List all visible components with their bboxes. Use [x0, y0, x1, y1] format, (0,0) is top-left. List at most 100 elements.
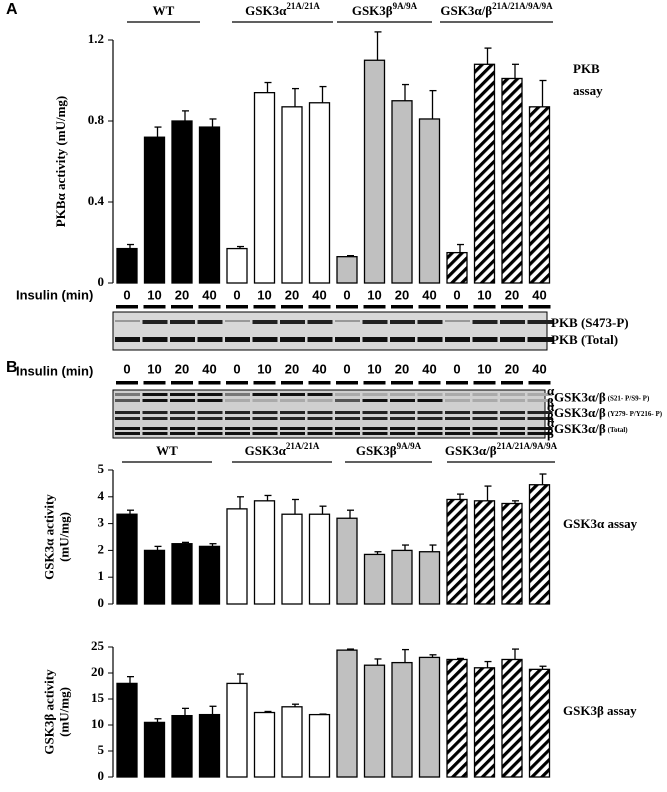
blot-band [115, 399, 140, 402]
bar [501, 77, 523, 284]
blot-band [142, 417, 168, 420]
group-label: GSK3α/β21A/21A/9A/9A [445, 441, 558, 458]
panel-label: B [6, 359, 18, 376]
y-tick-label: 0 [98, 274, 105, 289]
blot-band [280, 427, 305, 430]
group-label-main: GSK3α/β [445, 443, 497, 458]
blot-band [527, 411, 553, 414]
blot-band [527, 393, 553, 396]
group-label: GSK3α21A/21A [245, 441, 320, 458]
blot-band [252, 411, 278, 414]
blot-image [112, 311, 548, 351]
x-tick-label: 20 [395, 287, 409, 302]
bar [253, 92, 276, 284]
x-tick-label: 0 [343, 361, 350, 376]
bar [143, 721, 166, 778]
x-tick-label: 40 [312, 287, 326, 302]
blot-label-small: (Total) [608, 426, 629, 434]
blot-band [500, 427, 525, 430]
bar [501, 502, 523, 605]
blot-band [197, 411, 223, 414]
y-tick-label: 3 [98, 515, 105, 530]
blot-band [252, 320, 278, 324]
isoform-label: β [547, 395, 554, 410]
blot-band [417, 432, 443, 435]
blot-band [417, 393, 443, 396]
blot-band [335, 337, 360, 342]
blot-band [390, 427, 415, 430]
blot-band [280, 411, 305, 414]
lane-dash [116, 381, 138, 385]
group-label: WT [153, 3, 175, 18]
bar [446, 498, 468, 605]
bar [391, 549, 413, 605]
blot-band [362, 399, 388, 402]
blot-band [115, 427, 140, 430]
y-tick-label: 1 [98, 568, 105, 583]
blot-band [280, 432, 305, 435]
blot-band [307, 427, 333, 430]
y-tick-label: 0 [98, 768, 105, 783]
lane-dash [308, 381, 331, 385]
bar [198, 713, 221, 778]
isoform-label: α [547, 415, 555, 430]
bar [473, 63, 496, 284]
blot-band [307, 417, 333, 420]
blot-band [225, 337, 250, 342]
blot-band [307, 337, 333, 342]
lane-dash [391, 381, 413, 385]
group-label-main: WT [156, 443, 178, 458]
annotation: assay [573, 83, 603, 98]
group-label: GSK3α/β21A/21A/9A/9A [440, 1, 553, 18]
blot-band [307, 320, 333, 324]
lane-dash [418, 305, 441, 309]
blot-band [527, 399, 553, 402]
blot-band [417, 337, 443, 342]
blot-band [225, 393, 250, 396]
blot-band [500, 432, 525, 435]
blot-band [252, 432, 278, 435]
group-label-main: GSK3α [245, 3, 287, 18]
blot-band [252, 393, 278, 396]
y-tick-label: 2 [98, 541, 105, 556]
blot-band [225, 411, 250, 414]
lane-dash [336, 381, 358, 385]
bar [171, 543, 193, 605]
group-label-main: GSK3α/β [440, 3, 492, 18]
bar [473, 667, 496, 778]
blot-band [417, 427, 443, 430]
blot-band [115, 320, 140, 322]
bar [336, 517, 358, 605]
x-tick-label: 40 [532, 361, 546, 376]
blot-band [307, 411, 333, 414]
blot-band [170, 411, 195, 414]
blot-band [362, 411, 388, 414]
group-label-main: GSK3α [245, 443, 287, 458]
blot-label: GSK3α/β (S21- P/S9- P) [554, 389, 650, 404]
lane-dash [473, 381, 496, 385]
blot-band [527, 320, 553, 324]
x-tick-label: 0 [343, 287, 350, 302]
isoform-label: α [547, 399, 555, 414]
blot-band [527, 417, 553, 420]
x-tick-label: 10 [257, 287, 271, 302]
bar [198, 126, 221, 284]
lane-dash [226, 305, 248, 309]
bar [308, 513, 331, 605]
x-tick-label: 10 [147, 361, 161, 376]
group-label-sup: 9A/9A [393, 1, 418, 11]
lane-dash [308, 305, 331, 309]
blot-band [417, 411, 443, 414]
lane-dash [281, 305, 303, 309]
bar [528, 668, 551, 778]
group-label-sup: 21A/21A [286, 441, 320, 451]
bar [116, 513, 138, 605]
blot-band [417, 417, 443, 420]
blot-band [527, 427, 553, 430]
y-tick-label: 1.2 [88, 31, 104, 46]
bar [226, 247, 248, 284]
blot-band [500, 417, 525, 420]
blot-band [500, 320, 525, 324]
lane-dash [446, 305, 468, 309]
